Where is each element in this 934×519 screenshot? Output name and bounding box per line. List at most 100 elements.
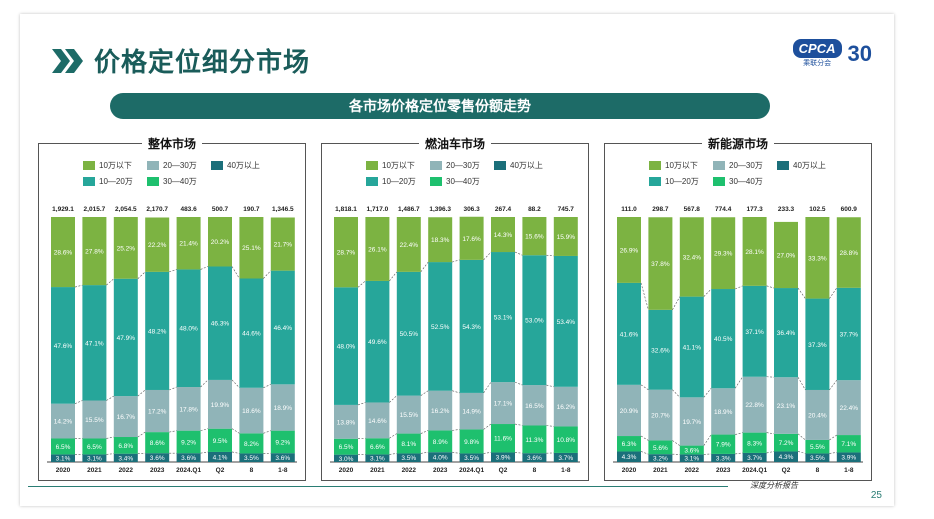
data-label: 41.6% xyxy=(620,331,639,338)
connector-line xyxy=(200,266,209,270)
connector-line xyxy=(263,384,271,389)
data-label: 48.2% xyxy=(148,328,167,335)
bar-segment-gt40 xyxy=(208,451,232,462)
total-label: 774.4 xyxy=(715,206,732,213)
data-label: 4.3% xyxy=(622,454,637,461)
connector-line xyxy=(200,379,209,388)
bar-segment-lt10 xyxy=(648,217,673,310)
bar-segment-lt10 xyxy=(113,217,138,279)
chart-nev: 4.3% 6.3% 20.9% 41.6% 26.9% 111.0 2020 3.2% 5.6%… xyxy=(613,206,863,474)
data-label: 8.1% xyxy=(401,441,416,448)
total-label: 1,818.1 xyxy=(335,206,357,213)
data-label: 22.4% xyxy=(400,242,419,249)
bar-segment-lt10 xyxy=(396,217,421,272)
bar-segment-r20_30 xyxy=(365,402,390,439)
bar-segment-r10_20 xyxy=(742,285,767,377)
bar-segment-gt40 xyxy=(742,452,767,462)
bar-segment-r20_30 xyxy=(270,384,295,431)
data-label: 9.2% xyxy=(181,439,196,446)
data-label: 5.6% xyxy=(653,445,668,452)
connector-line xyxy=(640,384,649,390)
bar-segment-r10_20 xyxy=(270,270,295,385)
bar-segment-lt10 xyxy=(239,217,264,279)
bar-segment-r10_20 xyxy=(774,288,798,378)
bar-segment-lt10 xyxy=(522,217,547,256)
bar-segment-lt10 xyxy=(679,217,704,297)
data-label: 28.7% xyxy=(337,250,356,257)
legend-label: 40万以上 xyxy=(510,161,543,170)
data-label: 7.2% xyxy=(779,440,794,447)
connector-line xyxy=(452,259,460,263)
bar-segment-r20_30 xyxy=(113,396,138,438)
data-label: 16.2% xyxy=(431,408,450,415)
data-label: 6.3% xyxy=(622,441,637,448)
bar-segment-r10_20 xyxy=(491,252,515,383)
data-label: 8.3% xyxy=(747,440,762,447)
category-label: 2024.Q1 xyxy=(459,467,484,474)
data-label: 16.5% xyxy=(525,403,544,410)
data-label: 20.7% xyxy=(651,413,670,420)
connector-line xyxy=(137,389,146,397)
bar-segment-lt10 xyxy=(365,217,390,281)
bar-segment-r10_20 xyxy=(145,271,170,390)
legend-label: 20—30万 xyxy=(729,161,763,170)
data-label: 49.6% xyxy=(368,339,387,346)
data-label: 3.5% xyxy=(810,455,825,462)
category-label: 2023 xyxy=(433,467,448,474)
data-label: 14.9% xyxy=(462,409,481,416)
connector-line xyxy=(420,261,429,273)
data-label: 8.9% xyxy=(433,439,448,446)
data-label: 47.1% xyxy=(85,340,104,347)
bar-segment-lt10 xyxy=(836,217,861,288)
data-label: 8.6% xyxy=(150,440,165,447)
bar-segment-r10_20 xyxy=(836,287,861,381)
panel-title: 整体市场 xyxy=(141,137,202,151)
connector-line xyxy=(829,379,838,391)
data-label: 25.1% xyxy=(242,245,261,252)
bar-segment-r30_40 xyxy=(459,429,484,454)
legend-item-r20_30: 20—30万 xyxy=(430,160,480,171)
bar-segment-lt10 xyxy=(270,217,295,271)
total-label: 306.3 xyxy=(463,206,480,213)
data-label: 6.5% xyxy=(339,444,354,451)
bar-segment-lt10 xyxy=(145,217,170,272)
bar-segment-gt40 xyxy=(334,454,358,462)
data-label: 16.7% xyxy=(117,414,136,421)
legend-swatch xyxy=(147,177,159,186)
bar-segment-lt10 xyxy=(711,217,736,290)
bar-segment-r30_40 xyxy=(208,428,232,452)
connector-line xyxy=(735,432,743,435)
legend-label: 10—20万 xyxy=(382,177,416,186)
bar-segment-r10_20 xyxy=(617,282,641,385)
data-label: 9.2% xyxy=(275,439,290,446)
bar-segment-r30_40 xyxy=(553,426,578,453)
bar-segment-r10_20 xyxy=(648,309,673,390)
legend-item-r30_40: 30—40万 xyxy=(713,176,763,187)
connector-line xyxy=(231,428,240,434)
connector-line xyxy=(546,254,554,257)
category-label: 1-8 xyxy=(278,467,288,474)
bar-segment-r20_30 xyxy=(145,389,170,433)
category-label: Q2 xyxy=(499,467,508,474)
total-label: 233.3 xyxy=(778,206,795,213)
bar-segment-r20_30 xyxy=(459,392,484,430)
bar-segment-r20_30 xyxy=(836,380,861,436)
total-label: 1,346.5 xyxy=(272,206,294,213)
data-label: 32.4% xyxy=(683,254,702,261)
data-label: 3.1% xyxy=(684,456,699,463)
category-label: 2023 xyxy=(150,467,165,474)
legend-label: 10万以下 xyxy=(382,161,415,170)
panel-ice: 燃油车市场 10万以下 20—30万 40万以上 10—20万 30—40万 3.0% 6… xyxy=(321,137,589,481)
data-label: 14.3% xyxy=(494,232,513,239)
category-label: 1-8 xyxy=(844,467,854,474)
data-label: 18.9% xyxy=(714,409,733,416)
total-label: 102.5 xyxy=(809,206,826,213)
connector-line xyxy=(420,390,429,396)
bar-segment-r20_30 xyxy=(742,376,767,433)
bar-segment-gt40 xyxy=(774,451,798,462)
data-label: 7.1% xyxy=(841,441,856,448)
connector-line xyxy=(546,425,554,427)
page-title: 价格定位细分市场 xyxy=(94,47,311,77)
bar-segment-r10_20 xyxy=(113,278,138,397)
bar-segment-r20_30 xyxy=(648,389,673,441)
